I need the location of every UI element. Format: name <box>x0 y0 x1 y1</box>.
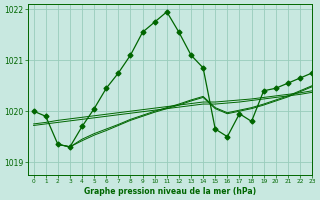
X-axis label: Graphe pression niveau de la mer (hPa): Graphe pression niveau de la mer (hPa) <box>84 187 256 196</box>
